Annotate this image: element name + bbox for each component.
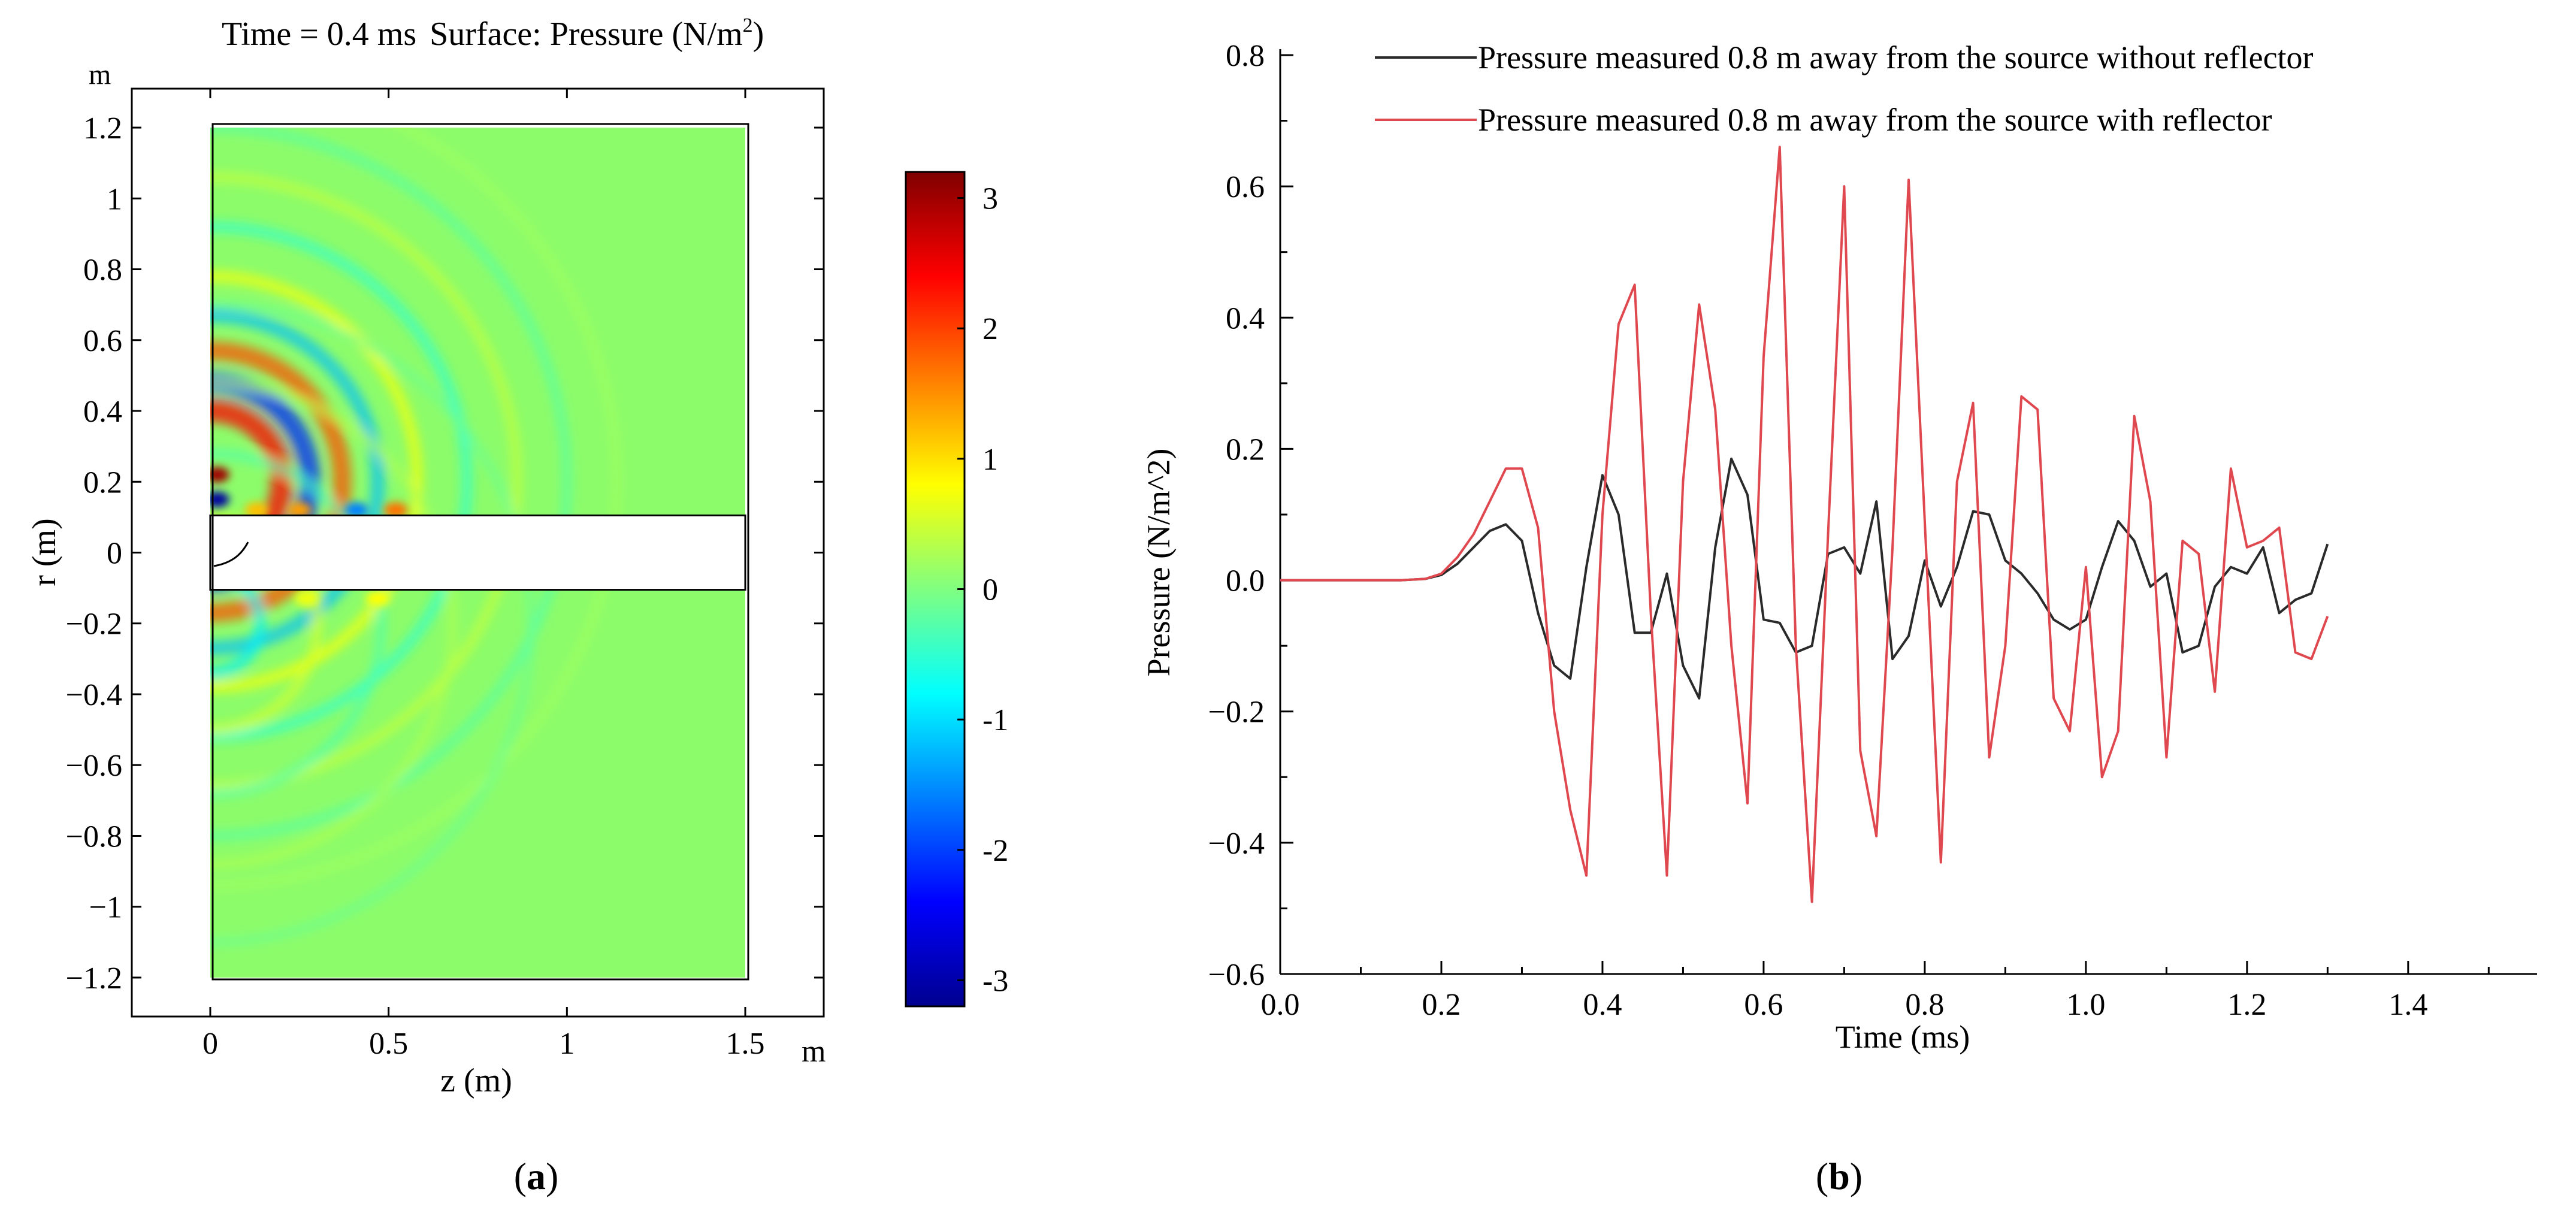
panel-b-axes: −0.6 −0.4 −0.2 0.0 0.2 0.4 0.6 0.8 0.0 0.2 0.4 0.6 0… (1141, 39, 2537, 1055)
wave-spots (210, 467, 408, 607)
y-axis-label: r (m) (26, 518, 63, 586)
wave-ring (210, 449, 386, 797)
x-axis-label: Time (ms) (1836, 1019, 1970, 1055)
caption-b: (b) (1816, 1155, 1863, 1197)
y-tick-label: 0.8 (1226, 39, 1265, 73)
wave-ring (210, 222, 472, 742)
y-tick-label: 0 (107, 537, 122, 571)
y-tick-label: −0.4 (1208, 827, 1265, 861)
x-tick-label: 1.2 (2227, 988, 2266, 1022)
colorbar-gradient (905, 171, 966, 1008)
wave-ring (210, 271, 422, 692)
wave-ring (210, 308, 385, 655)
y-axis-label: Pressure (N/m^2) (1141, 449, 1177, 677)
y-tick-label: 1.2 (83, 111, 122, 146)
x-tick-label: 1 (559, 1027, 575, 1061)
colorbar-tick-label: -2 (982, 834, 1008, 868)
panel-a-title: Time = 0.4 ms Surface: Pressure (N/m2) (222, 14, 764, 53)
y-tick-label: −0.4 (66, 678, 122, 712)
x-tick-label: 0.6 (1744, 988, 1783, 1022)
y-tick-label: −0.2 (66, 607, 122, 642)
field-domain-border (211, 123, 749, 981)
legend: Pressure measured 0.8 m away from the so… (1375, 40, 2314, 138)
wave-spot (365, 591, 390, 607)
y-tick-label: −0.2 (1208, 695, 1265, 730)
wave-ring (210, 568, 266, 679)
y-tick-label: 0.6 (83, 324, 122, 358)
wave-ring (210, 379, 456, 868)
x-tick-label: 0.8 (1905, 988, 1944, 1022)
colorbar-tick-label: 0 (982, 573, 998, 607)
reflector-band (209, 514, 746, 591)
x-tick-label: 0.2 (1422, 988, 1461, 1022)
x-tick-label: 0.5 (369, 1027, 408, 1061)
panel-b-line-chart: −0.6 −0.4 −0.2 0.0 0.2 0.4 0.6 0.8 0.0 0.2 0.4 0.6 0… (1141, 39, 2537, 1197)
y-tick-label: 0.4 (1226, 301, 1265, 335)
legend-label: Pressure measured 0.8 m away from the so… (1478, 40, 2314, 75)
y-tick-label: 0.0 (1226, 564, 1265, 598)
x-tick-label: 1.4 (2388, 988, 2427, 1022)
y-tick-label: 0.2 (1226, 432, 1265, 467)
caption-a: (a) (514, 1155, 559, 1197)
colorbar-tick-label: 1 (982, 443, 998, 477)
panel-b-series (1280, 146, 2329, 903)
x-tick-label: 0.0 (1261, 988, 1300, 1022)
reflector-curve (213, 542, 249, 567)
x-tick-label: 1.0 (2066, 988, 2105, 1022)
y-tick-label: −0.6 (1208, 958, 1265, 992)
y-tick-label: −1.2 (66, 961, 122, 996)
y-tick-label: 0.8 (83, 253, 122, 288)
colorbar: 3 2 1 0 -1 -2 -3 (905, 171, 1008, 1008)
wave-spot (210, 491, 229, 507)
colorbar-tick-label: -3 (982, 964, 1008, 998)
wave-ring (210, 341, 352, 622)
colorbar-tick-label: 3 (982, 182, 998, 216)
wave-ring (210, 400, 293, 564)
y-tick-label: −0.8 (66, 819, 122, 854)
colorbar-tick-label: 2 (982, 312, 998, 346)
x-unit-label: m (802, 1034, 826, 1069)
wave-ring (210, 301, 534, 945)
y-tick-label: −0.6 (66, 749, 122, 783)
wave-spot (287, 502, 312, 518)
legend-label: Pressure measured 0.8 m away from the so… (1478, 102, 2272, 138)
y-tick-label: 0.6 (1226, 170, 1265, 204)
wave-ring (210, 128, 571, 840)
y-tick-label: 0.2 (83, 465, 122, 500)
wave-spot (210, 467, 229, 483)
x-tick-label: 0 (202, 1027, 218, 1061)
x-tick-label: 0.4 (1583, 988, 1622, 1022)
y-tick-label: 1 (107, 182, 122, 216)
y-tick-label: 0.4 (83, 395, 122, 429)
wave-ring (210, 512, 322, 734)
series-with-reflector (1280, 146, 2329, 903)
wave-spot (344, 502, 369, 518)
wave-rings (210, 128, 620, 945)
x-axis-label: z (m) (440, 1062, 512, 1099)
wave-spot (244, 502, 269, 518)
wave-spot (294, 591, 319, 607)
series-without-reflector (1280, 457, 2329, 700)
colorbar-tick-label: -1 (982, 703, 1008, 737)
wave-ring (210, 128, 620, 889)
panel-a-ticks: −1.2 −1 −0.8 −0.6 −0.4 −0.2 0 0.2 0.4 0.6 0.8 1 1.2 0… (66, 89, 824, 1061)
y-tick-label: −1 (89, 891, 122, 925)
x-tick-label: 1.5 (726, 1027, 765, 1061)
wave-spot (383, 502, 408, 518)
y-unit-label: m (89, 59, 111, 90)
panel-a-heatmap: Time = 0.4 ms Surface: Pressure (N/m2) m … (26, 14, 1008, 1197)
wave-ring (210, 173, 521, 791)
